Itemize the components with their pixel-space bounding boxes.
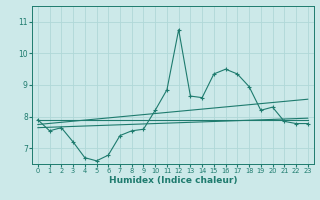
X-axis label: Humidex (Indice chaleur): Humidex (Indice chaleur) [108,176,237,185]
